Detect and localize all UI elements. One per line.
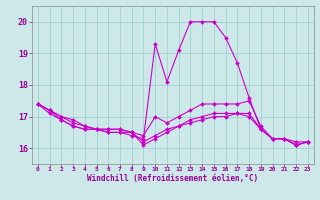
X-axis label: Windchill (Refroidissement éolien,°C): Windchill (Refroidissement éolien,°C) — [87, 174, 258, 183]
